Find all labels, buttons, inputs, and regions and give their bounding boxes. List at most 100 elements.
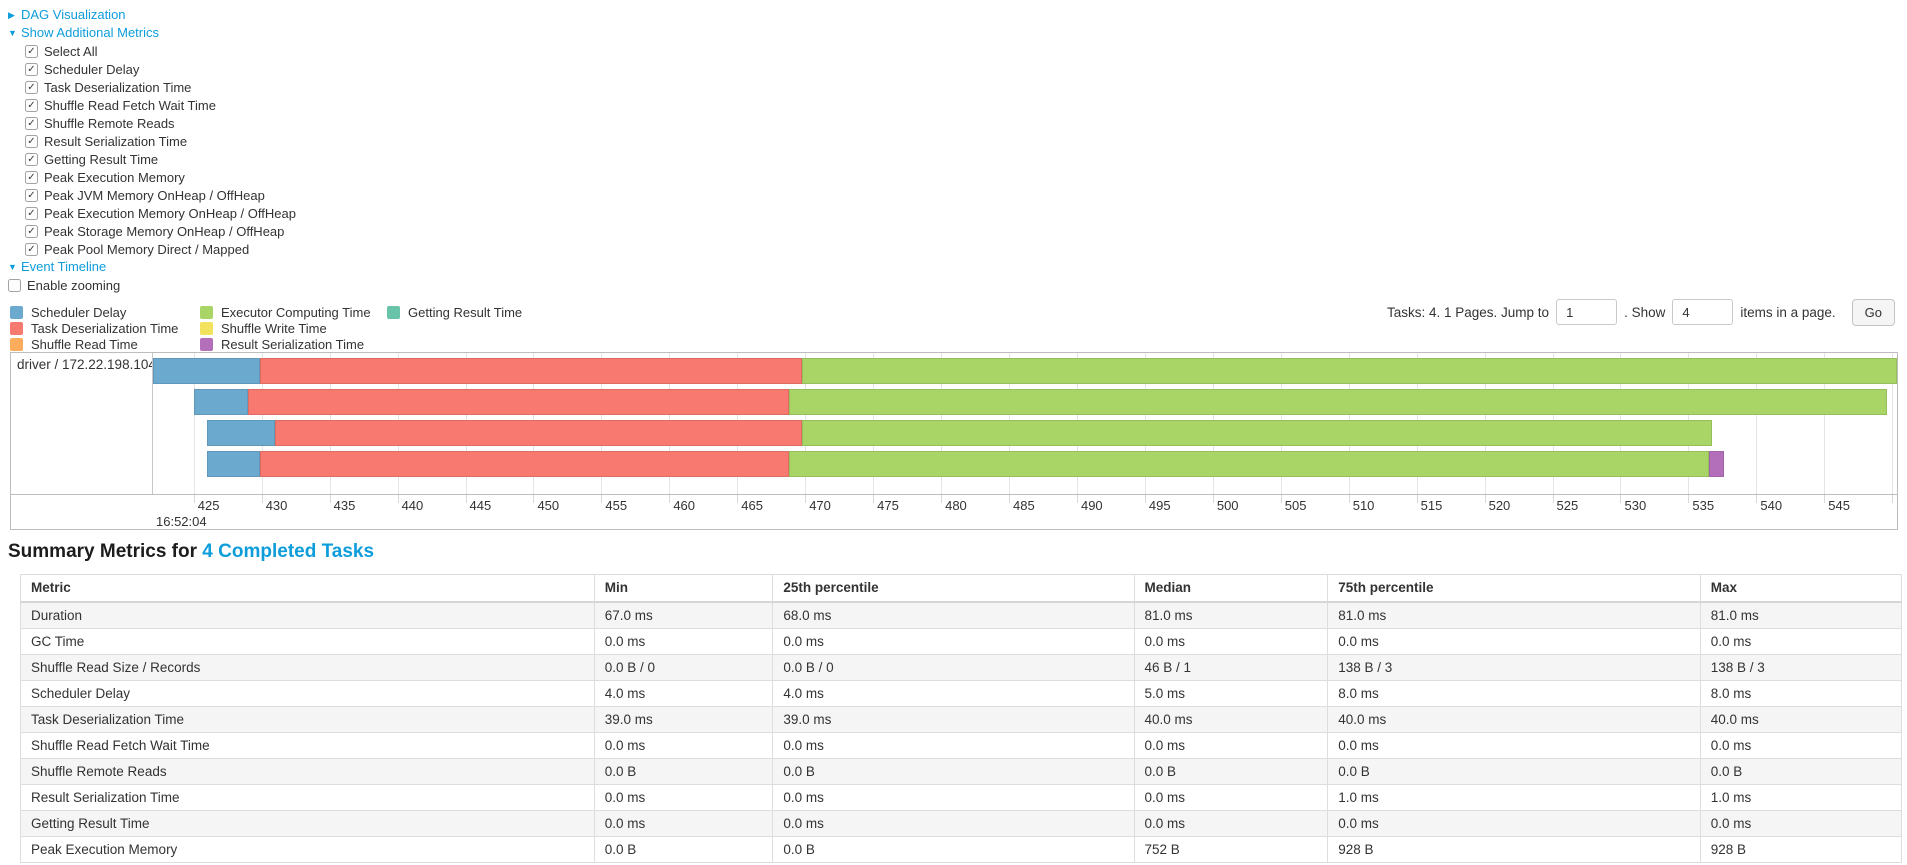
- gridline-tick: [1756, 353, 1758, 494]
- axis-tick-mark: [1076, 495, 1078, 503]
- executor-computing-segment[interactable]: [788, 451, 1709, 477]
- metric-value-cell: 0.0 ms: [772, 783, 1135, 811]
- executor-computing-segment[interactable]: [802, 358, 1897, 384]
- axis-tick-mark: [1620, 495, 1622, 503]
- axis-tick-label: 480: [945, 498, 967, 513]
- metric-value-cell: 0.0 ms: [1133, 627, 1329, 655]
- axis-tick-label: 430: [265, 498, 288, 513]
- metric-checkbox-row: ✓ Shuffle Read Fetch Wait Time: [25, 96, 296, 114]
- legend-color-swatch: [387, 305, 400, 319]
- axis-tick-mark: [873, 495, 875, 503]
- metric-checkbox[interactable]: ✓: [25, 44, 38, 58]
- enable-zooming-checkbox[interactable]: [8, 279, 21, 292]
- axis-tick-label: 455: [605, 498, 628, 513]
- metric-checkbox-label: Task Deserialization Time: [44, 79, 192, 95]
- task-deserialization-segment[interactable]: [248, 389, 789, 415]
- page-size-input[interactable]: [1672, 299, 1734, 325]
- legend-column: Executor Computing Time Shuffle Write Tim…: [200, 304, 371, 352]
- executor-computing-segment[interactable]: [788, 389, 1887, 415]
- metric-checkbox-row: ✓ Peak Execution Memory OnHeap / OffHeap: [25, 204, 296, 222]
- axis-tick-mark: [1212, 495, 1214, 503]
- task-deserialization-segment[interactable]: [275, 420, 803, 446]
- axis-tick-label: 505: [1284, 498, 1307, 513]
- metric-checkbox[interactable]: ✓: [25, 170, 38, 184]
- legend-label: Shuffle Write Time: [221, 320, 327, 336]
- timeline-time-axis: 425 16:52:04 430 435 440 445 450 455 460 465 470 47…: [153, 494, 1897, 529]
- metric-value-cell: 39.0 ms: [772, 705, 1135, 733]
- tasks-pagination: Tasks: 4. 1 Pages. Jump to . Show items …: [1380, 297, 1895, 327]
- metric-checkbox-row: ✓ Result Serialization Time: [25, 132, 296, 150]
- metric-checkbox[interactable]: ✓: [25, 62, 38, 76]
- metric-value-cell: 68.0 ms: [772, 601, 1135, 629]
- metric-value-cell: 8.0 ms: [1327, 679, 1701, 707]
- timeline-plot-area: [153, 353, 1897, 494]
- result-serialization-segment[interactable]: [1708, 451, 1724, 477]
- axis-tick-label: 495: [1148, 498, 1171, 513]
- metric-value-cell: 46 B / 1: [1133, 653, 1329, 681]
- event-timeline-chart: driver / 172.22.198.104 425 16:52:04 430 43…: [10, 352, 1898, 530]
- metric-value-cell: 0.0 B: [772, 835, 1135, 863]
- column-header: Min: [593, 574, 774, 603]
- table-row: Scheduler Delay 4.0 ms 4.0 ms 5.0 ms 8.0 ms 8…: [20, 679, 1903, 707]
- axis-tick-mark: [397, 495, 399, 503]
- metric-checkbox[interactable]: ✓: [25, 224, 38, 238]
- timeline-controls: ▶ DAG Visualization ▼ Show Additional Me…: [8, 6, 296, 295]
- pagination-show-text: . Show: [1624, 304, 1666, 320]
- metric-checkbox[interactable]: ✓: [25, 98, 38, 112]
- metric-value-cell: 0.0 ms: [1327, 809, 1701, 837]
- axis-tick-label: 485: [1013, 498, 1035, 513]
- metric-checkbox[interactable]: ✓: [25, 188, 38, 202]
- metric-checkbox[interactable]: ✓: [25, 134, 38, 148]
- axis-tick-label: 525: [1556, 498, 1579, 513]
- metric-checkbox[interactable]: ✓: [25, 80, 38, 94]
- task-deserialization-segment[interactable]: [260, 358, 803, 384]
- metric-checkbox[interactable]: ✓: [25, 152, 38, 166]
- metric-checkbox[interactable]: ✓: [25, 242, 38, 256]
- caret-right-icon: ▶: [8, 10, 15, 20]
- axis-tick-label: 490: [1080, 498, 1103, 513]
- jump-to-page-input[interactable]: [1556, 299, 1618, 325]
- metric-checkbox-label: Getting Result Time: [44, 151, 159, 167]
- metric-value-cell: 0.0 B: [1327, 757, 1701, 785]
- metric-name-cell: Shuffle Remote Reads: [20, 757, 595, 785]
- scheduler-delay-segment[interactable]: [153, 358, 261, 384]
- metric-value-cell: 0.0 ms: [593, 627, 774, 655]
- axis-tick-label: 435: [333, 498, 356, 513]
- executor-computing-segment[interactable]: [802, 420, 1712, 446]
- legend-label: Shuffle Read Time: [31, 336, 138, 352]
- table-row: Duration 67.0 ms 68.0 ms 81.0 ms 81.0 ms 81.0…: [20, 601, 1903, 629]
- metric-value-cell: 0.0 B: [772, 757, 1135, 785]
- metric-value-cell: 0.0 ms: [1133, 783, 1329, 811]
- caret-down-icon: ▼: [8, 28, 17, 38]
- axis-tick-label: 440: [401, 498, 424, 513]
- go-button[interactable]: Go: [1851, 298, 1895, 326]
- show-additional-metrics-toggle[interactable]: Show Additional Metrics: [21, 25, 160, 40]
- axis-tick-label: 510: [1352, 498, 1375, 513]
- caret-down-icon: ▼: [8, 262, 17, 272]
- metric-value-cell: 67.0 ms: [593, 601, 774, 629]
- scheduler-delay-segment[interactable]: [207, 451, 261, 477]
- axis-tick-label: 465: [741, 498, 763, 513]
- axis-tick-label: 535: [1692, 498, 1715, 513]
- metric-value-cell: 0.0 B / 0: [772, 653, 1135, 681]
- legend-item: Getting Result Time: [387, 304, 522, 320]
- metric-checkbox-row: ✓ Select All: [25, 42, 296, 60]
- completed-tasks-link[interactable]: 4 Completed Tasks: [202, 541, 375, 562]
- dag-visualization-toggle[interactable]: DAG Visualization: [21, 7, 126, 22]
- metric-name-cell: Scheduler Delay: [20, 679, 595, 707]
- scheduler-delay-segment[interactable]: [193, 389, 249, 415]
- metric-value-cell: 0.0 ms: [1699, 809, 1903, 837]
- event-timeline-toggle[interactable]: Event Timeline: [21, 259, 107, 274]
- axis-tick-mark: [193, 495, 195, 503]
- metric-checkbox[interactable]: ✓: [25, 206, 38, 220]
- metric-value-cell: 0.0 ms: [593, 783, 774, 811]
- metric-value-cell: 4.0 ms: [772, 679, 1135, 707]
- axis-tick-mark: [601, 495, 603, 503]
- axis-tick-mark: [1009, 495, 1011, 503]
- metric-value-cell: 40.0 ms: [1699, 705, 1903, 733]
- task-deserialization-segment[interactable]: [260, 451, 789, 477]
- metric-checkbox-label: Peak Execution Memory: [44, 169, 185, 185]
- metric-checkbox[interactable]: ✓: [25, 116, 38, 130]
- axis-tick-label: 470: [809, 498, 831, 513]
- scheduler-delay-segment[interactable]: [207, 420, 276, 446]
